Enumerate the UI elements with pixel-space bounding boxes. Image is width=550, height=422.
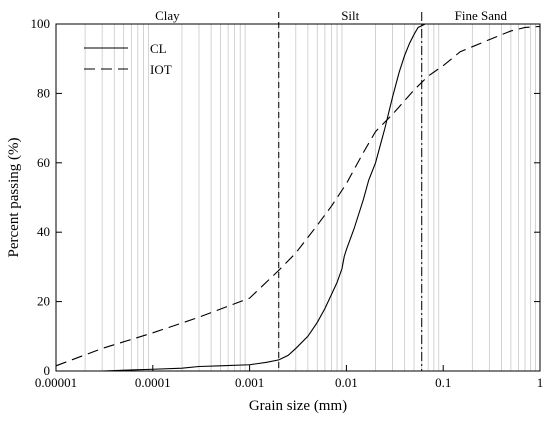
region-boundaries	[278, 12, 423, 371]
y-axis-label: Percent passing (%)	[6, 138, 22, 258]
region-label: Fine Sand	[455, 8, 508, 23]
x-tick-label: 0.001	[235, 375, 264, 390]
x-tick-label: 1	[537, 375, 544, 390]
y-tick-label: 60	[37, 155, 50, 170]
x-axis-label: Grain size (mm)	[249, 398, 347, 414]
x-tick-label: 0.0001	[135, 375, 171, 390]
x-tick-label: 0.01	[335, 375, 358, 390]
y-tick-label: 40	[37, 224, 50, 239]
legend: CL IOT	[84, 41, 172, 77]
legend-label-iot: IOT	[150, 62, 172, 77]
axis-ticks: 0.00001 0.0001 0.001 0.01 0.1 1 0 20 40 60 80 100	[31, 16, 544, 390]
region-label: Clay	[155, 8, 180, 23]
series-line-iot	[55, 25, 541, 367]
minor-grid	[84, 24, 536, 371]
y-tick-label: 20	[37, 294, 50, 309]
series-lines	[55, 23, 541, 372]
x-tick-label: 0.00001	[35, 375, 77, 390]
region-labels: Clay Silt Fine Sand	[155, 8, 507, 23]
y-tick-label: 0	[44, 363, 51, 378]
y-tick-label: 100	[31, 16, 51, 31]
region-label: Silt	[341, 8, 359, 23]
y-tick-label: 80	[37, 85, 50, 100]
x-tick-label: 0.1	[435, 375, 451, 390]
series-line-cl	[102, 23, 426, 372]
legend-label-cl: CL	[150, 41, 167, 56]
